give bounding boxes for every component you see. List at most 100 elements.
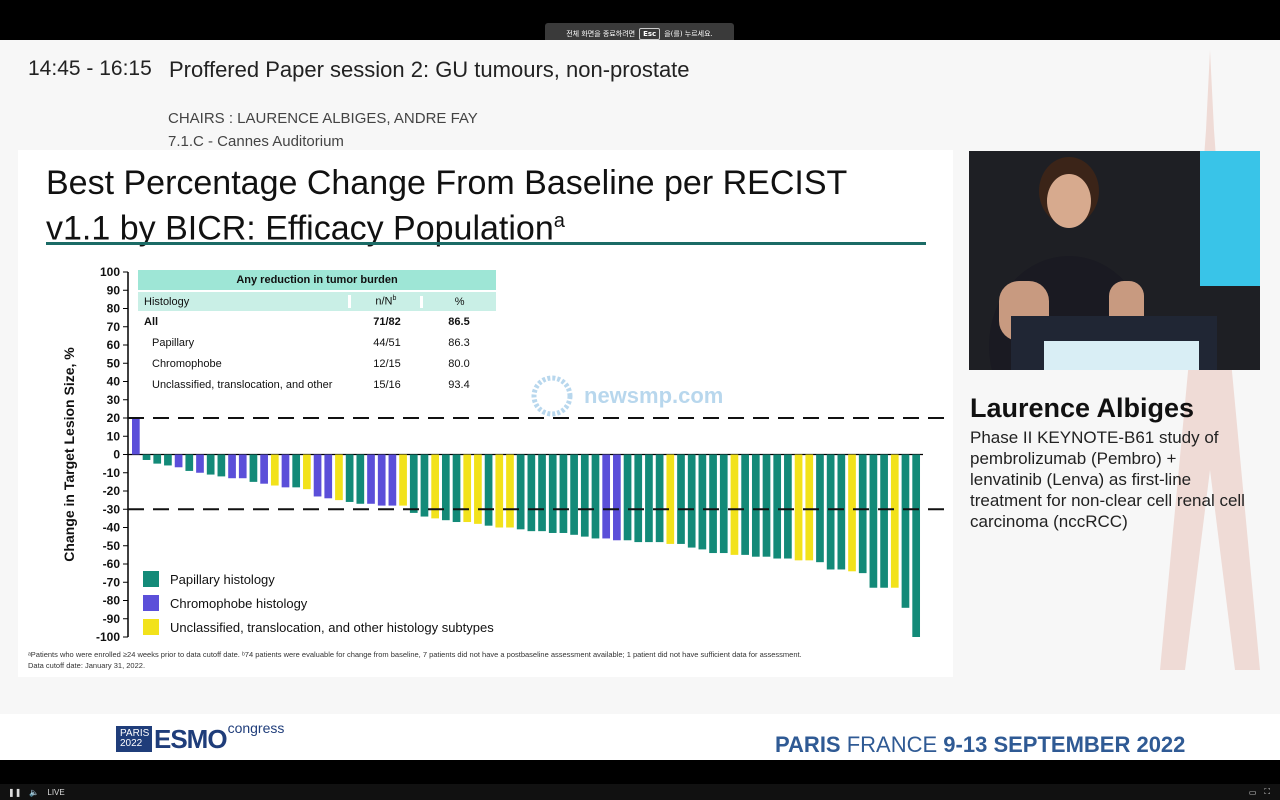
waterfall-bar [388,454,397,506]
waterfall-bar [709,454,717,554]
waterfall-bar [880,454,888,588]
waterfall-bar [634,454,643,543]
waterfall-bar [132,418,140,455]
waterfall-bar [335,454,343,501]
y-tick-label: -100 [96,630,120,644]
chart-legend: Papillary histology Chromophobe histolog… [143,567,494,639]
waterfall-bar [719,454,728,554]
fullscreen-icon[interactable]: ⛶ [1264,787,1270,796]
waterfall-bar [516,454,525,530]
location-city: PARIS [775,732,841,757]
speaker-name: Laurence Albiges [970,393,1195,423]
legend-item-papillary: Papillary histology [143,567,494,591]
y-tick-label: -80 [103,594,121,608]
table-cell-pct: 86.5 [448,315,470,328]
waterfall-bar [698,454,707,550]
waterfall-bar [794,454,803,561]
legend-item-chromophobe: Chromophobe histology [143,591,494,615]
waterfall-bar [270,454,279,486]
waterfall-bar [249,454,258,482]
waterfall-bar [324,454,333,499]
waterfall-bar [174,454,183,468]
table-banner: Any reduction in tumor burden [138,270,496,290]
table-cell-histology: Unclassified, translocation, and other [152,378,333,391]
waterfall-bar [495,454,504,528]
waterfall-bar [281,454,290,488]
waterfall-bar [805,454,814,561]
volume-icon[interactable]: 🔈 [29,787,40,797]
y-tick-label: 0 [113,448,120,462]
pip-icon[interactable]: ▭ [1248,787,1257,797]
y-tick-label: 90 [107,283,121,297]
waterfall-bar [869,454,878,588]
speaker-video-frame [969,151,1260,370]
table-row: All 71/82 86.5 [138,311,496,332]
y-tick-label: 40 [107,375,121,389]
y-tick-label: 80 [107,302,121,316]
table-row: Papillary 44/51 86.3 [138,332,496,353]
table-cell-nn: 15/16 [373,378,401,391]
esmo-wordmark: ESMO [154,724,228,754]
table-header-nn-sup: b [392,295,397,303]
waterfall-bar [687,454,696,548]
slide-title-text: Best Percentage Change From Baseline per… [46,164,847,248]
waterfall-bar [858,454,867,574]
waterfall-bar [901,454,910,608]
waterfall-bar [784,454,792,559]
esc-key-badge: Esc [639,28,661,40]
waterfall-bar [420,454,429,517]
waterfall-bar [837,454,846,570]
waterfall-bar [548,454,557,533]
slide-title: Best Percentage Change From Baseline per… [46,164,906,247]
congress-wordmark: congress [227,720,285,736]
waterfall-bar [570,454,578,535]
y-tick-label: 20 [107,411,121,425]
paris-2022-box: PARIS 2022 [116,726,152,752]
waterfall-bar [345,454,354,502]
waterfall-bar [303,454,311,490]
y-tick-label: -30 [103,502,121,516]
waterfall-bar [142,454,151,460]
table-row: Unclassified, translocation, and other 1… [138,374,496,395]
waterfall-bar [848,454,856,572]
speaker-description: Phase II KEYNOTE-B61 study of pembrolizu… [970,428,1245,531]
waterfall-bar [206,454,215,475]
waterfall-bar [741,454,749,555]
waterfall-chart: 1009080706050403020100-10-20-30-40-50-60… [61,265,953,644]
y-tick-label: -40 [103,521,121,535]
legend-swatch-chromophobe [143,595,159,611]
newsmp-watermark: newsmp.com [528,374,723,418]
waterfall-bar [377,454,386,506]
footnote-line-1: ᵃPatients who were enrolled ≥24 weeks pr… [28,650,802,659]
waterfall-bar [217,454,226,477]
live-label: LIVE [47,787,65,797]
waterfall-bar [538,454,546,532]
table-header-histology: Histology [144,295,190,308]
slide-footnote: ᵃPatients who were enrolled ≥24 weeks pr… [28,649,928,671]
waterfall-bar [260,454,268,484]
legend-item-other: Unclassified, translocation, and other h… [143,615,494,639]
table-row: Chromophobe 12/15 80.0 [138,353,496,374]
waterfall-bar [399,454,407,506]
waterfall-bar [826,454,835,570]
esmo-congress-logo: PARIS 2022 ESMO congress [116,720,284,754]
waterfall-bar [313,454,322,497]
waterfall-bar [228,454,236,479]
y-tick-label: 70 [107,320,121,334]
table-cell-pct: 80.0 [448,357,470,370]
waterfall-bar [613,454,621,541]
legend-swatch-papillary [143,571,159,587]
title-rule [46,242,926,245]
fullscreen-exit-notice: 전체 화면을 종료하려면 Esc 을(를) 누르세요. [545,23,734,45]
waterfall-bar [677,454,685,544]
waterfall-bar [164,454,172,466]
waterfall-bar [730,454,739,555]
pause-icon[interactable]: ❚❚ [8,787,22,797]
table-cell-histology: All [144,315,159,328]
fullscreen-notice-before: 전체 화면을 종료하려면 [566,30,636,38]
waterfall-bar [431,454,439,519]
y-tick-label: -20 [103,484,121,498]
waterfall-bar [751,454,760,557]
y-tick-label: -50 [103,539,121,553]
event-location: PARIS FRANCE 9-13 SEPTEMBER 2022 [775,732,1185,758]
